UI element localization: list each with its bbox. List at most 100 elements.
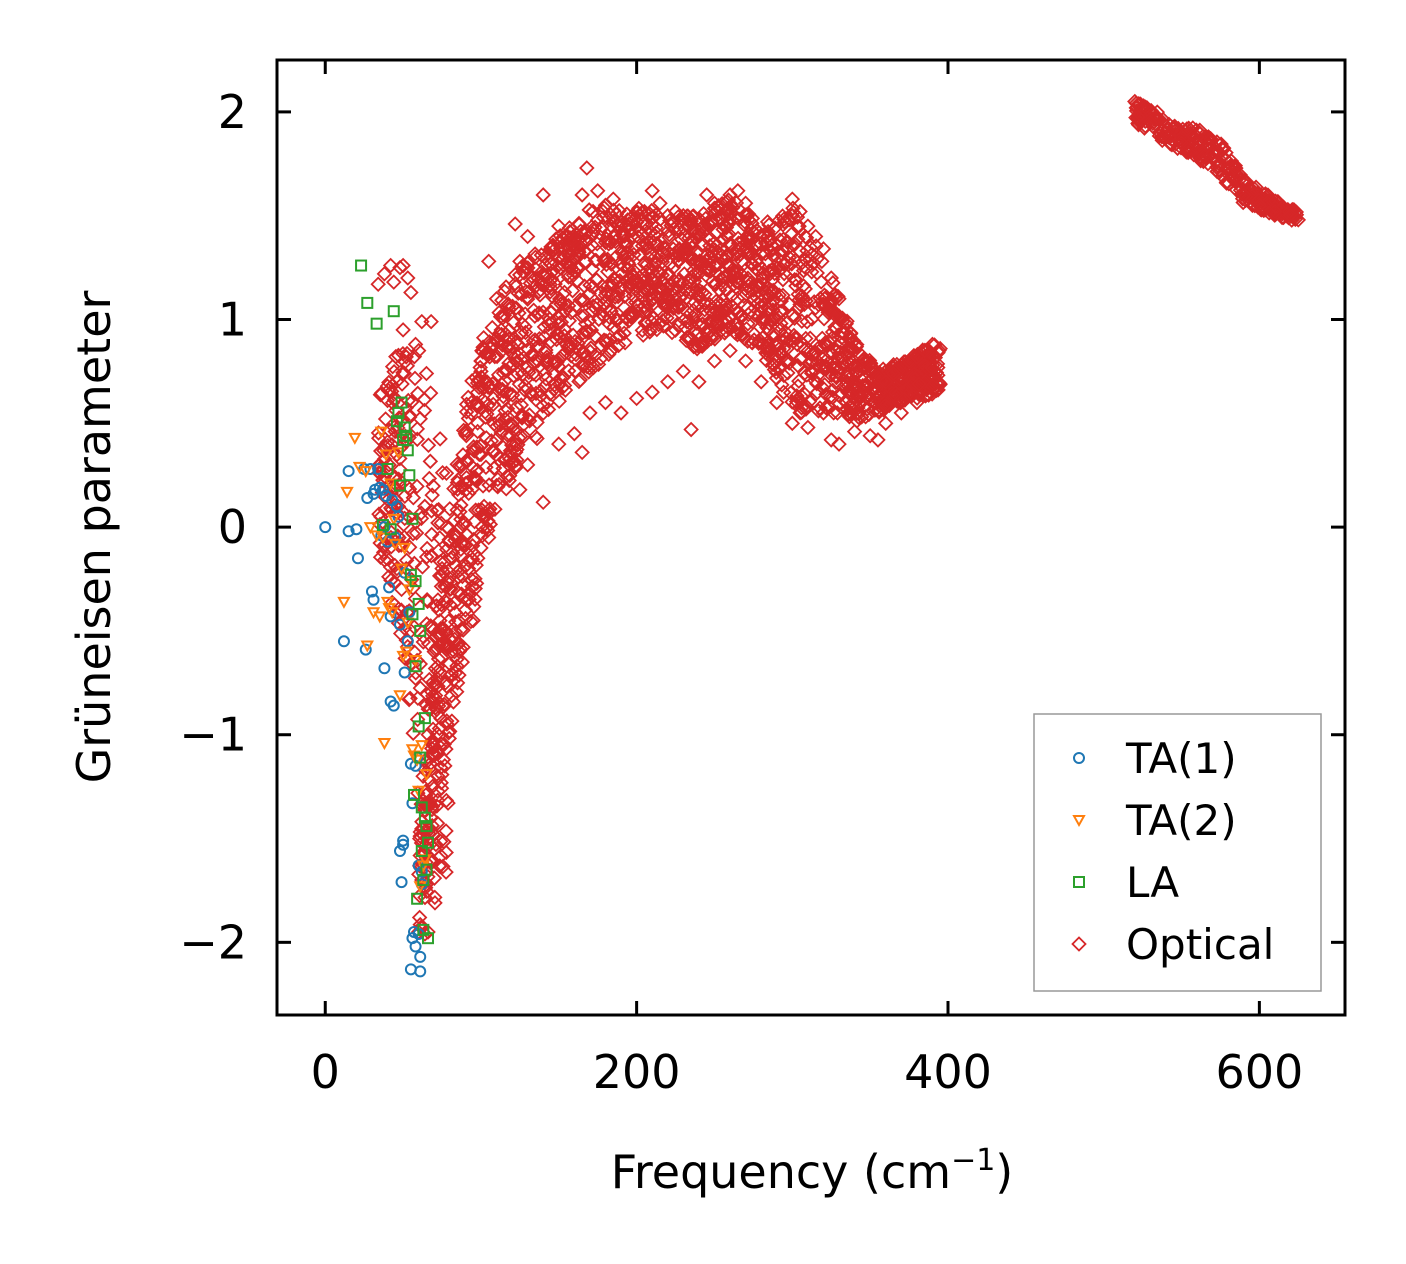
- optical-point: [585, 298, 601, 314]
- optical-point: [504, 455, 520, 472]
- optical-point: [501, 472, 517, 489]
- x-tick-label: 600: [1215, 1045, 1303, 1099]
- optical-point: [1267, 203, 1283, 220]
- optical-point: [381, 457, 397, 473]
- la-point: [406, 512, 419, 525]
- optical-point: [782, 385, 799, 401]
- optical-point: [412, 828, 428, 844]
- scatter-points: [319, 93, 1307, 978]
- optical-point: [574, 187, 590, 203]
- optical-point: [788, 278, 804, 294]
- optical-point: [490, 471, 506, 488]
- optical-point: [425, 478, 441, 494]
- optical-point: [623, 307, 639, 323]
- optical-point: [457, 425, 474, 442]
- optical-point: [435, 858, 451, 875]
- optical-point: [467, 571, 483, 587]
- optical-point: [438, 519, 455, 535]
- optical-point: [576, 278, 593, 294]
- optical-point: [785, 204, 801, 220]
- optical-point: [617, 235, 633, 251]
- optical-point: [810, 403, 827, 419]
- optical-point: [420, 924, 436, 940]
- optical-point: [413, 821, 430, 837]
- optical-point: [527, 308, 543, 324]
- optical-point: [829, 405, 846, 421]
- optical-point: [924, 336, 941, 353]
- ta1-point: [376, 483, 389, 496]
- optical-point: [1250, 192, 1267, 208]
- optical-point: [439, 574, 456, 590]
- optical-point: [675, 207, 692, 224]
- optical-point: [666, 246, 682, 262]
- x-tick-label: 0: [311, 1045, 340, 1099]
- optical-point: [812, 358, 828, 374]
- optical-point: [797, 330, 814, 347]
- optical-point: [1196, 148, 1212, 165]
- optical-point: [601, 309, 618, 326]
- x-axis-label-exponent: −1: [951, 1143, 995, 1178]
- optical-point: [386, 497, 403, 514]
- optical-point: [576, 356, 592, 372]
- optical-point: [647, 274, 664, 291]
- optical-point: [432, 833, 449, 850]
- optical-point: [921, 361, 937, 378]
- optical-point: [581, 202, 597, 218]
- optical-point: [420, 749, 436, 766]
- optical-point: [589, 183, 606, 199]
- ta1-point: [367, 593, 380, 606]
- optical-point: [498, 384, 515, 400]
- optical-point: [467, 472, 484, 488]
- optical-point: [479, 374, 496, 390]
- optical-point: [565, 327, 581, 344]
- optical-point: [517, 319, 533, 335]
- optical-point: [474, 518, 490, 535]
- optical-point: [728, 279, 744, 296]
- optical-point: [553, 260, 569, 277]
- optical-point: [407, 590, 424, 607]
- optical-point: [502, 443, 519, 459]
- optical-point: [386, 419, 403, 436]
- la-point: [418, 712, 431, 725]
- optical-point: [829, 364, 846, 380]
- optical-point: [702, 313, 718, 329]
- optical-point: [642, 234, 658, 251]
- optical-point: [1223, 158, 1240, 174]
- optical-point: [424, 778, 441, 795]
- optical-point: [396, 365, 412, 382]
- optical-point: [1248, 179, 1264, 196]
- optical-point: [1192, 122, 1208, 138]
- optical-point: [415, 629, 432, 645]
- optical-point: [1130, 109, 1146, 125]
- optical-point: [444, 544, 461, 561]
- optical-point: [480, 253, 497, 270]
- optical-point: [754, 261, 771, 277]
- optical-point: [1239, 174, 1255, 190]
- optical-point: [467, 591, 483, 607]
- optical-point: [575, 358, 592, 375]
- optical-point: [781, 296, 798, 313]
- optical-point: [500, 409, 516, 426]
- optical-point: [730, 183, 746, 199]
- optical-point: [424, 732, 441, 749]
- optical-point: [495, 439, 511, 456]
- optical-point: [495, 365, 512, 381]
- la-point: [408, 788, 421, 801]
- optical-point: [574, 444, 590, 461]
- optical-point: [690, 263, 707, 280]
- optical-point: [417, 498, 433, 515]
- optical-point: [834, 310, 851, 327]
- la-point: [400, 429, 413, 442]
- optical-point: [385, 477, 402, 494]
- optical-point: [697, 331, 713, 347]
- optical-point: [771, 212, 787, 229]
- la-point: [395, 396, 408, 409]
- optical-point: [514, 410, 530, 426]
- optical-point: [656, 308, 672, 325]
- optical-point: [494, 381, 511, 398]
- optical-point: [385, 274, 402, 290]
- optical-point: [470, 502, 487, 518]
- optical-point: [432, 431, 448, 447]
- optical-point: [759, 346, 775, 363]
- optical-point: [590, 244, 607, 260]
